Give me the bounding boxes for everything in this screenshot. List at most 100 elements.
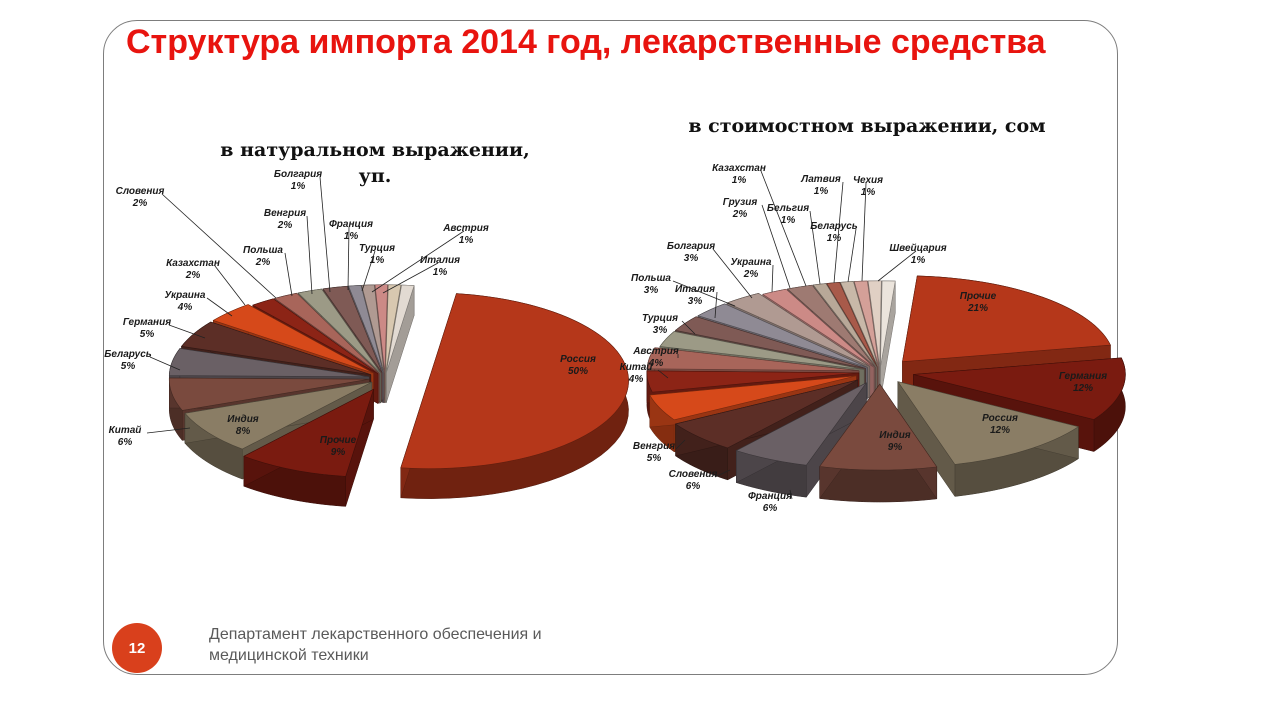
percent-label-germaniya: 5%	[140, 329, 155, 340]
page-number-badge: 12	[112, 623, 162, 673]
percent-label-kazahstan: 1%	[732, 175, 747, 186]
slice-franciya	[735, 381, 867, 498]
label-latviya: Латвия	[800, 174, 841, 185]
slice-top-vengriya	[649, 375, 857, 421]
percent-label-turciya: 3%	[653, 325, 668, 336]
percent-label-indiya: 9%	[888, 442, 903, 453]
slice-top-franciya	[361, 284, 385, 373]
slide-title: Структура импорта 2014 год, лекарственны…	[126, 23, 1046, 61]
leader-line-latviya	[833, 181, 844, 284]
label-sloveniya: Словения	[116, 186, 165, 197]
leader-line-bolgariya	[319, 176, 331, 293]
leader-line-franciya	[789, 489, 793, 500]
chart-1-title-line2: уп.	[358, 165, 392, 187]
footer-line-2: медицинской техники	[209, 647, 369, 664]
label-kazahstan: Казахстан	[712, 163, 766, 174]
label-belgiya: Бельгия	[767, 203, 809, 214]
percent-label-polsha: 3%	[644, 285, 659, 296]
slice-top-ukraina	[762, 288, 875, 368]
leader-line-chehiya	[861, 182, 867, 282]
percent-label-ukraina: 4%	[177, 302, 193, 313]
slice-top-kazahstan	[812, 283, 877, 368]
chart-1-title-line1: в натуральном выражении,	[220, 139, 530, 161]
label-avstriya: Австрия	[632, 346, 679, 357]
percent-label-avstriya: 1%	[459, 235, 474, 246]
label-ukraina: Украина	[731, 257, 772, 268]
leader-line-belarus	[149, 356, 181, 371]
slice-top-kazahstan	[252, 298, 379, 374]
label-bolgariya: Болгария	[667, 241, 715, 252]
leader-line-turciya	[681, 320, 696, 335]
percent-label-avstriya: 4%	[648, 358, 664, 369]
leader-line-sloveniya	[714, 469, 731, 478]
label-germaniya: Германия	[1059, 371, 1107, 382]
slice-top-kitay	[168, 377, 370, 411]
slice-top-germaniya	[913, 357, 1126, 420]
leader-line-shveycariya	[877, 250, 917, 282]
label-chehiya: Чехия	[853, 175, 883, 186]
percent-label-sloveniya: 6%	[686, 481, 701, 492]
label-germaniya: Германия	[123, 317, 171, 328]
leader-line-turciya	[361, 250, 376, 292]
percent-label-germaniya: 12%	[1073, 383, 1093, 394]
label-turciya: Турция	[642, 313, 678, 324]
percent-label-belarus: 1%	[827, 233, 842, 244]
slice-prochie	[243, 388, 375, 507]
slice-top-prochie	[902, 275, 1111, 363]
slice-top-kitay	[646, 370, 859, 393]
chart-1-title: в натуральном выражении, уп.	[190, 137, 560, 189]
label-franciya: Франция	[329, 219, 373, 230]
label-turciya: Турция	[359, 243, 395, 254]
leader-line-kitay	[657, 369, 669, 379]
leader-line-ukraina	[771, 264, 774, 293]
percent-label-prochie: 21%	[967, 303, 988, 314]
slice-top-bolgariya	[348, 285, 384, 373]
percent-label-ukraina: 2%	[743, 269, 759, 280]
percent-label-bolgariya: 3%	[684, 253, 699, 264]
label-sloveniya: Словения	[669, 469, 718, 480]
label-vengriya: Венгрия	[264, 208, 306, 219]
label-indiya: Индия	[227, 414, 259, 425]
slice-top-polsha	[297, 288, 381, 374]
label-kitay: Китай	[620, 362, 653, 373]
slice-rossiya	[400, 293, 629, 499]
slice-top-latviya	[839, 281, 879, 368]
leader-line-kazahstan	[760, 170, 807, 287]
slice-rossiya	[897, 380, 1080, 498]
percent-label-latviya: 1%	[814, 186, 829, 197]
leader-line-vengriya	[675, 439, 686, 450]
slice-top-rossiya	[897, 381, 1080, 465]
percent-label-franciya: 6%	[763, 503, 778, 514]
slice-top-ukraina	[212, 304, 374, 374]
footer-text: Департамент лекарственного обеспечения и…	[209, 624, 669, 666]
slice-top-italiya	[674, 316, 866, 369]
percent-label-belgiya: 1%	[781, 215, 796, 226]
label-shveycariya: Швейцария	[889, 243, 946, 254]
percent-label-belarus: 5%	[121, 361, 136, 372]
slice-top-gruziya	[786, 284, 876, 368]
slice-top-franciya	[735, 382, 867, 466]
percent-label-kitay: 4%	[628, 374, 644, 385]
slice-italiya	[386, 284, 415, 403]
percent-label-sloveniya: 2%	[132, 198, 148, 209]
slice-shveycariya	[880, 280, 896, 399]
label-kitay: Китай	[109, 425, 142, 436]
percent-label-shveycariya: 1%	[911, 255, 926, 266]
label-rossiya: Россия	[982, 413, 1018, 424]
leader-line-italiya	[714, 291, 718, 319]
label-belarus: Беларусь	[104, 349, 152, 360]
label-franciya: Франция	[748, 491, 792, 502]
leader-line-polsha	[284, 252, 293, 297]
leader-line-belarus	[847, 228, 857, 283]
chart-2-title-line1: в стоимостном выражении, сом	[688, 115, 1046, 137]
label-bolgariya: Болгария	[274, 169, 322, 180]
label-prochie: Прочие	[320, 435, 357, 446]
slice-top-indiya	[819, 383, 938, 471]
slice-top-rossiya	[400, 293, 629, 469]
label-avstriya: Австрия	[442, 223, 489, 234]
chart-2-title: в стоимостном выражении, сом	[662, 113, 1072, 139]
label-vengriya: Венгрия	[633, 441, 675, 452]
percent-label-vengriya: 2%	[277, 220, 293, 231]
